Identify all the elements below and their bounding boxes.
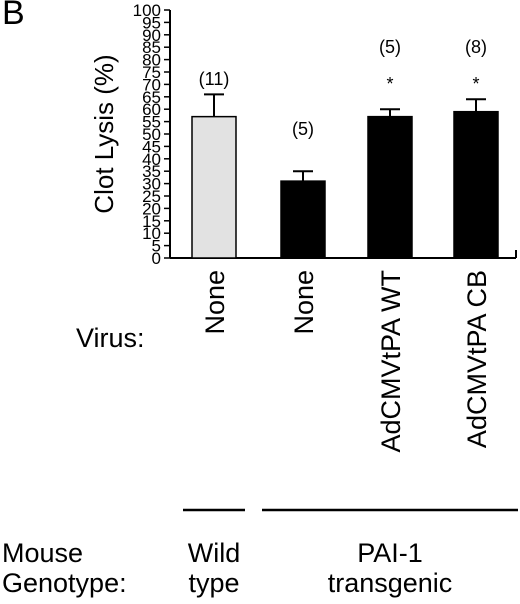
y-tick-label: 40: [142, 150, 161, 169]
bar: [191, 115, 237, 259]
y-tick-label: 60: [142, 100, 161, 119]
mouse-row-label: Mouse: [2, 538, 84, 568]
n-label: (11): [199, 69, 230, 89]
y-tick-label: 80: [142, 51, 161, 70]
virus-row-label: Virus:: [76, 323, 145, 353]
n-label: (5): [379, 37, 401, 57]
category-label: None: [289, 270, 319, 335]
y-tick-label: 85: [142, 38, 161, 57]
wild-type-label-line2: type: [188, 568, 240, 598]
category-label: AdCMVtPA WT: [376, 270, 406, 453]
y-tick-label: 95: [142, 13, 161, 32]
y-tick-label: 45: [142, 137, 161, 156]
significance-marker: *: [472, 74, 479, 94]
genotype-row-label: Genotype:: [2, 568, 127, 598]
y-tick-label: 55: [142, 113, 161, 132]
pai1-label-line2: transgenic: [327, 568, 453, 598]
y-tick-label: 65: [142, 88, 161, 107]
bar: [453, 110, 499, 259]
category-label: AdCMVtPA CB: [462, 270, 492, 448]
wild-type-label-line1: Wild: [187, 538, 241, 568]
y-tick-label: 0: [152, 249, 161, 268]
y-tick-label: 15: [142, 212, 161, 231]
y-tick-label: 100: [133, 1, 161, 20]
panel-label: B: [2, 0, 25, 32]
y-axis-label: Clot Lysis (%): [89, 54, 119, 213]
y-tick-label: 5: [152, 237, 161, 256]
y-tick-label: 25: [142, 187, 161, 206]
category-label: None: [200, 270, 230, 335]
y-tick-label: 20: [142, 199, 161, 218]
n-label: (5): [292, 119, 314, 139]
y-tick-label: 30: [142, 175, 161, 194]
y-tick-label: 75: [142, 63, 161, 82]
pai1-label-line1: PAI-1: [357, 538, 423, 568]
y-tick-label: 70: [142, 75, 161, 94]
significance-marker: *: [386, 74, 393, 94]
y-tick-label: 35: [142, 162, 161, 181]
n-label: (8): [465, 37, 487, 57]
y-tick-label: 50: [142, 125, 161, 144]
y-tick-label: 90: [142, 26, 161, 45]
bar: [280, 180, 326, 259]
bar: [367, 115, 413, 259]
y-tick-label: 10: [142, 224, 161, 243]
